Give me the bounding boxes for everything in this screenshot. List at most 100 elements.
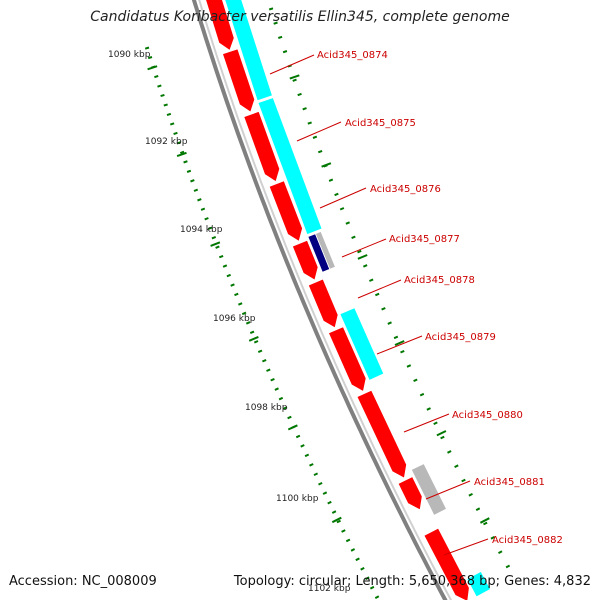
tick-dot <box>166 112 172 117</box>
tick-dot <box>249 330 255 335</box>
gene-callout-line <box>341 238 387 258</box>
topology-info: Topology: circular; Length: 5,650,368 bp… <box>233 574 591 589</box>
outer-tick-dot <box>381 307 386 311</box>
major-tick <box>248 335 259 342</box>
outer-tick-dot <box>475 507 481 511</box>
tick-dot <box>295 434 301 439</box>
grey-feature <box>410 463 448 516</box>
outer-tick-dot <box>413 378 418 383</box>
tick-dot <box>336 519 341 524</box>
gene-features <box>205 0 492 600</box>
outer-tick-dot <box>268 7 274 11</box>
backbone-inner-line <box>198 0 453 600</box>
tick-dot <box>215 245 220 249</box>
tick-dot <box>257 349 263 354</box>
major-tick <box>331 516 342 524</box>
outer-tick-dot <box>357 249 362 254</box>
outer-tick-dot <box>454 464 459 468</box>
tick-dot <box>200 207 206 211</box>
tick-label: 1096 kbp <box>213 314 256 324</box>
outer-tick-dot <box>351 235 356 240</box>
tick-label: 1100 kbp <box>276 494 319 504</box>
tick-dot <box>218 254 224 259</box>
tick-dot <box>222 264 228 268</box>
outer-tick-dot <box>505 564 511 569</box>
outer-tick-dot <box>277 35 283 39</box>
outer-tick-dot <box>447 450 452 454</box>
reverse-gene <box>224 0 273 102</box>
tick-dot <box>355 557 360 562</box>
outer-tick-dot <box>302 107 307 111</box>
tick-dot <box>327 500 332 505</box>
outer-tick-dot <box>375 292 380 297</box>
tick-dot <box>176 141 182 145</box>
tick-label: 1090 kbp <box>108 50 151 60</box>
forward-gene <box>268 180 303 242</box>
gene-callout-line <box>319 187 367 209</box>
tick-dot <box>173 131 178 136</box>
outer-tick-dot <box>339 207 345 211</box>
tick-dot <box>369 585 375 590</box>
outer-tick-dot <box>400 349 405 354</box>
gene-label: Acid345_0877 <box>389 234 460 245</box>
outer-tick-dot <box>406 364 412 368</box>
accession-label: Accession: NC_008009 <box>9 574 157 589</box>
tick-dot <box>341 529 346 533</box>
gene-label: Acid345_0882 <box>492 535 563 546</box>
map-title: Candidatus Koribacter versatilis Ellin34… <box>90 9 510 25</box>
tick-dot <box>193 188 199 192</box>
forward-gene <box>291 239 319 281</box>
outer-major-tick <box>357 254 368 260</box>
tick-label: 1092 kbp <box>145 137 188 147</box>
tick-dot <box>253 340 259 344</box>
tick-labels: 1090 kbp 1092 kbp 1094 kbp 1096 kbp 1098 kbp… <box>108 50 351 594</box>
forward-gene <box>307 278 339 329</box>
tick-dot <box>278 396 284 401</box>
tick-dot <box>157 84 162 88</box>
tick-dot <box>230 283 235 287</box>
backbone-line <box>191 0 448 600</box>
tick-dot <box>262 358 267 363</box>
tick-label: 1102 kbp <box>308 584 351 594</box>
tick-label: 1098 kbp <box>245 403 288 413</box>
forward-gene <box>205 0 235 52</box>
gene-callout-line <box>403 413 450 433</box>
major-tick <box>210 241 221 247</box>
tick-dot <box>226 273 231 278</box>
major-tick <box>287 424 298 431</box>
outer-tick-dot <box>312 135 318 139</box>
outer-tick-dot <box>292 78 297 82</box>
outer-tick-dot <box>461 478 466 483</box>
outer-major-tick <box>479 517 490 524</box>
outer-tick-dot <box>317 149 323 154</box>
tick-dot <box>147 56 153 60</box>
tick-dot <box>163 103 168 107</box>
tick-dot <box>154 74 159 79</box>
outer-tick-dot <box>433 421 438 426</box>
forward-gene <box>243 110 281 183</box>
outer-tick-dot <box>387 321 392 325</box>
tick-dot <box>197 198 202 202</box>
reverse-gene <box>339 307 385 381</box>
outer-tick-dot <box>468 493 473 497</box>
gene-label: Acid345_0878 <box>404 275 475 286</box>
gene-label: Acid345_0880 <box>452 410 523 421</box>
outer-tick-dot <box>498 550 503 554</box>
forward-gene <box>327 326 367 393</box>
tick-dot <box>313 472 319 477</box>
outer-tick-dot <box>273 21 278 25</box>
tick-dot <box>160 93 165 98</box>
forward-gene <box>397 476 423 511</box>
outer-tick-dot <box>297 92 302 97</box>
outer-tick-dot <box>307 121 312 125</box>
tick-dot <box>318 481 323 486</box>
forward-gene <box>356 389 408 479</box>
outer-tick-dot <box>490 536 495 540</box>
gene-callout-line <box>296 121 342 142</box>
reverse-gene <box>257 97 323 236</box>
outer-tick-dot <box>419 392 425 397</box>
tick-dot <box>282 406 288 410</box>
tick-dot <box>234 292 239 297</box>
tick-dot <box>331 510 337 514</box>
